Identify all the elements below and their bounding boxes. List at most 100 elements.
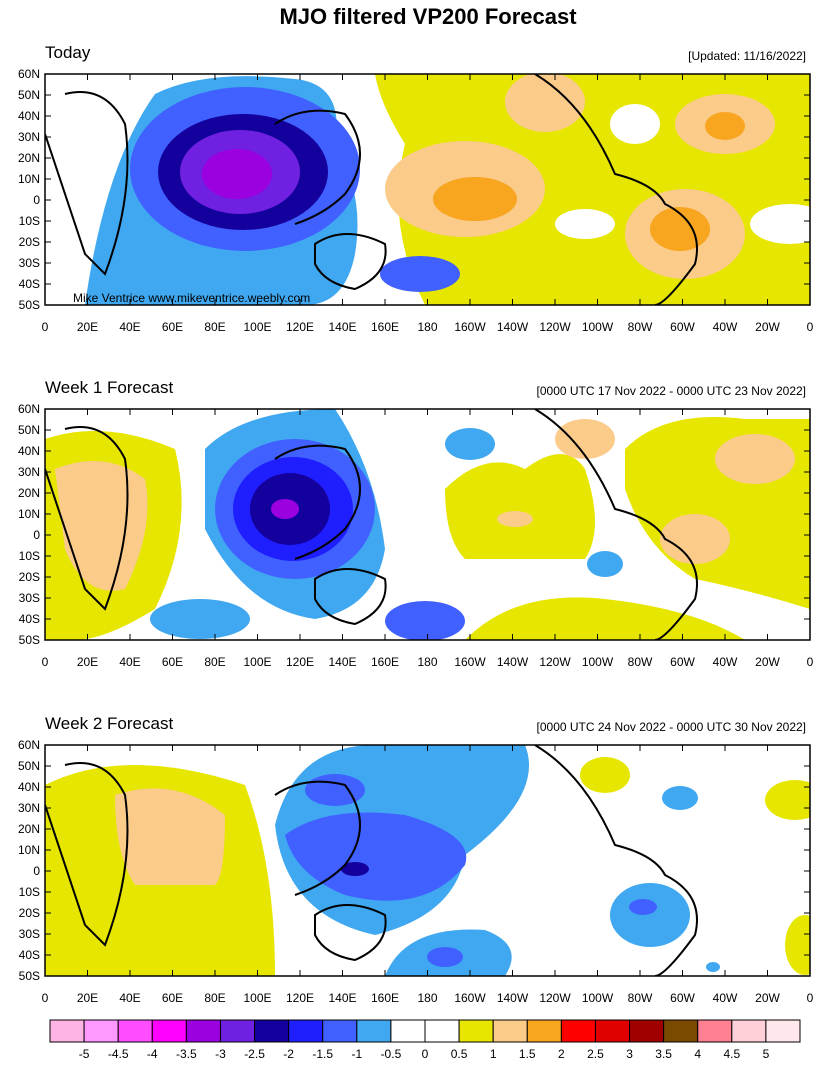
lon-label: 180 (417, 991, 437, 1005)
lat-label: 40N (18, 109, 40, 123)
lat-label: 20N (18, 822, 40, 836)
lon-label: 40W (713, 320, 738, 334)
lon-label: 140E (328, 655, 356, 669)
lat-label: 50S (19, 969, 40, 983)
lon-label: 80E (204, 991, 225, 1005)
colorbar-label: -2.5 (244, 1047, 265, 1061)
lon-label: 120W (539, 320, 571, 334)
colorbar-swatch (254, 1019, 290, 1043)
colorbar-swatch (356, 1019, 392, 1043)
colorbar-swatch (697, 1019, 733, 1043)
lon-label: 160W (454, 655, 486, 669)
lon-label: 20W (755, 320, 780, 334)
panel-title: Today (45, 43, 91, 62)
lon-label: 40W (713, 655, 738, 669)
lat-label: 50S (19, 633, 40, 647)
lat-label: 40S (19, 277, 40, 291)
panel-map: Mike Ventrice www.mikeventrice.weebly.co… (44, 73, 811, 306)
colorbar-label: 4 (694, 1047, 701, 1061)
lon-label: 40W (713, 991, 738, 1005)
lat-label: 20S (19, 906, 40, 920)
lon-label: 100W (582, 320, 614, 334)
lat-label: 30S (19, 591, 40, 605)
lon-label: 120E (286, 320, 314, 334)
colorbar-label: -3 (215, 1047, 226, 1061)
lon-label: 20W (755, 655, 780, 669)
colorbar-label: -4.5 (108, 1047, 129, 1061)
lon-label: 120W (539, 991, 571, 1005)
lon-label: 80W (628, 320, 653, 334)
colorbar-label: -0.5 (381, 1047, 402, 1061)
colorbar-label: -1 (351, 1047, 362, 1061)
colorbar-swatch (458, 1019, 494, 1043)
lon-label: 120W (539, 655, 571, 669)
colorbar-swatch (49, 1019, 85, 1043)
colorbar-swatch (219, 1019, 256, 1043)
lat-label: 30N (18, 465, 40, 479)
lon-label: 40E (119, 320, 140, 334)
lon-label: 0 (42, 320, 49, 334)
colorbar-label: 1.5 (519, 1047, 536, 1061)
colorbar-swatch (765, 1019, 801, 1043)
lon-label: 140W (497, 320, 529, 334)
lon-label: 180 (417, 320, 437, 334)
panel-map (44, 408, 811, 641)
lon-label: 160E (371, 655, 399, 669)
lat-label: 50N (18, 423, 40, 437)
lon-label: 120E (286, 991, 314, 1005)
lon-label: 140E (328, 991, 356, 1005)
lon-label: 80W (628, 655, 653, 669)
panel-date: [Updated: 11/16/2022] (688, 49, 806, 63)
colorbar-label: 5 (763, 1047, 770, 1061)
lon-label: 140W (497, 991, 529, 1005)
colorbar-label: 0 (422, 1047, 429, 1061)
colorbar-swatch (560, 1019, 596, 1043)
colorbar-label: 4.5 (723, 1047, 740, 1061)
colorbar-swatch (83, 1019, 119, 1043)
lon-label: 0 (807, 655, 814, 669)
lon-label: 60W (670, 991, 695, 1005)
lon-label: 0 (42, 655, 49, 669)
lon-label: 20W (755, 991, 780, 1005)
lon-label: 0 (42, 991, 49, 1005)
lon-label: 160W (454, 320, 486, 334)
lon-label: 100W (582, 991, 614, 1005)
lon-label: 40E (119, 655, 140, 669)
lat-label: 10S (19, 549, 40, 563)
lat-label: 0 (33, 528, 40, 542)
lat-label: 50S (19, 298, 40, 312)
lon-label: 0 (807, 991, 814, 1005)
lon-label: 40E (119, 991, 140, 1005)
lat-label: 40N (18, 444, 40, 458)
lat-label: 40N (18, 780, 40, 794)
lon-label: 100W (582, 655, 614, 669)
lon-label: 180 (417, 655, 437, 669)
lat-label: 0 (33, 864, 40, 878)
panel-date: [0000 UTC 17 Nov 2022 - 0000 UTC 23 Nov … (537, 384, 806, 398)
lon-label: 140E (328, 320, 356, 334)
lat-label: 10N (18, 843, 40, 857)
lat-label: 40S (19, 612, 40, 626)
colorbar-swatch (492, 1019, 528, 1043)
lon-label: 160E (371, 991, 399, 1005)
lat-label: 20N (18, 151, 40, 165)
colorbar-label: 0.5 (451, 1047, 468, 1061)
colorbar-swatch (424, 1019, 460, 1043)
colorbar-label: 2 (558, 1047, 565, 1061)
panel-date: [0000 UTC 24 Nov 2022 - 0000 UTC 30 Nov … (537, 720, 806, 734)
lat-label: 20S (19, 235, 40, 249)
lon-label: 20E (77, 655, 98, 669)
lon-label: 160E (371, 320, 399, 334)
colorbar-label: 1 (490, 1047, 497, 1061)
watermark: Mike Ventrice www.mikeventrice.weebly.co… (73, 291, 310, 305)
lat-label: 60N (18, 402, 40, 416)
colorbar-swatch (185, 1019, 221, 1043)
lon-label: 120E (286, 655, 314, 669)
lat-label: 50N (18, 88, 40, 102)
lon-label: 80E (204, 655, 225, 669)
colorbar-swatch (117, 1019, 153, 1043)
colorbar-label: 3 (626, 1047, 633, 1061)
lat-label: 30S (19, 927, 40, 941)
lat-label: 40S (19, 948, 40, 962)
